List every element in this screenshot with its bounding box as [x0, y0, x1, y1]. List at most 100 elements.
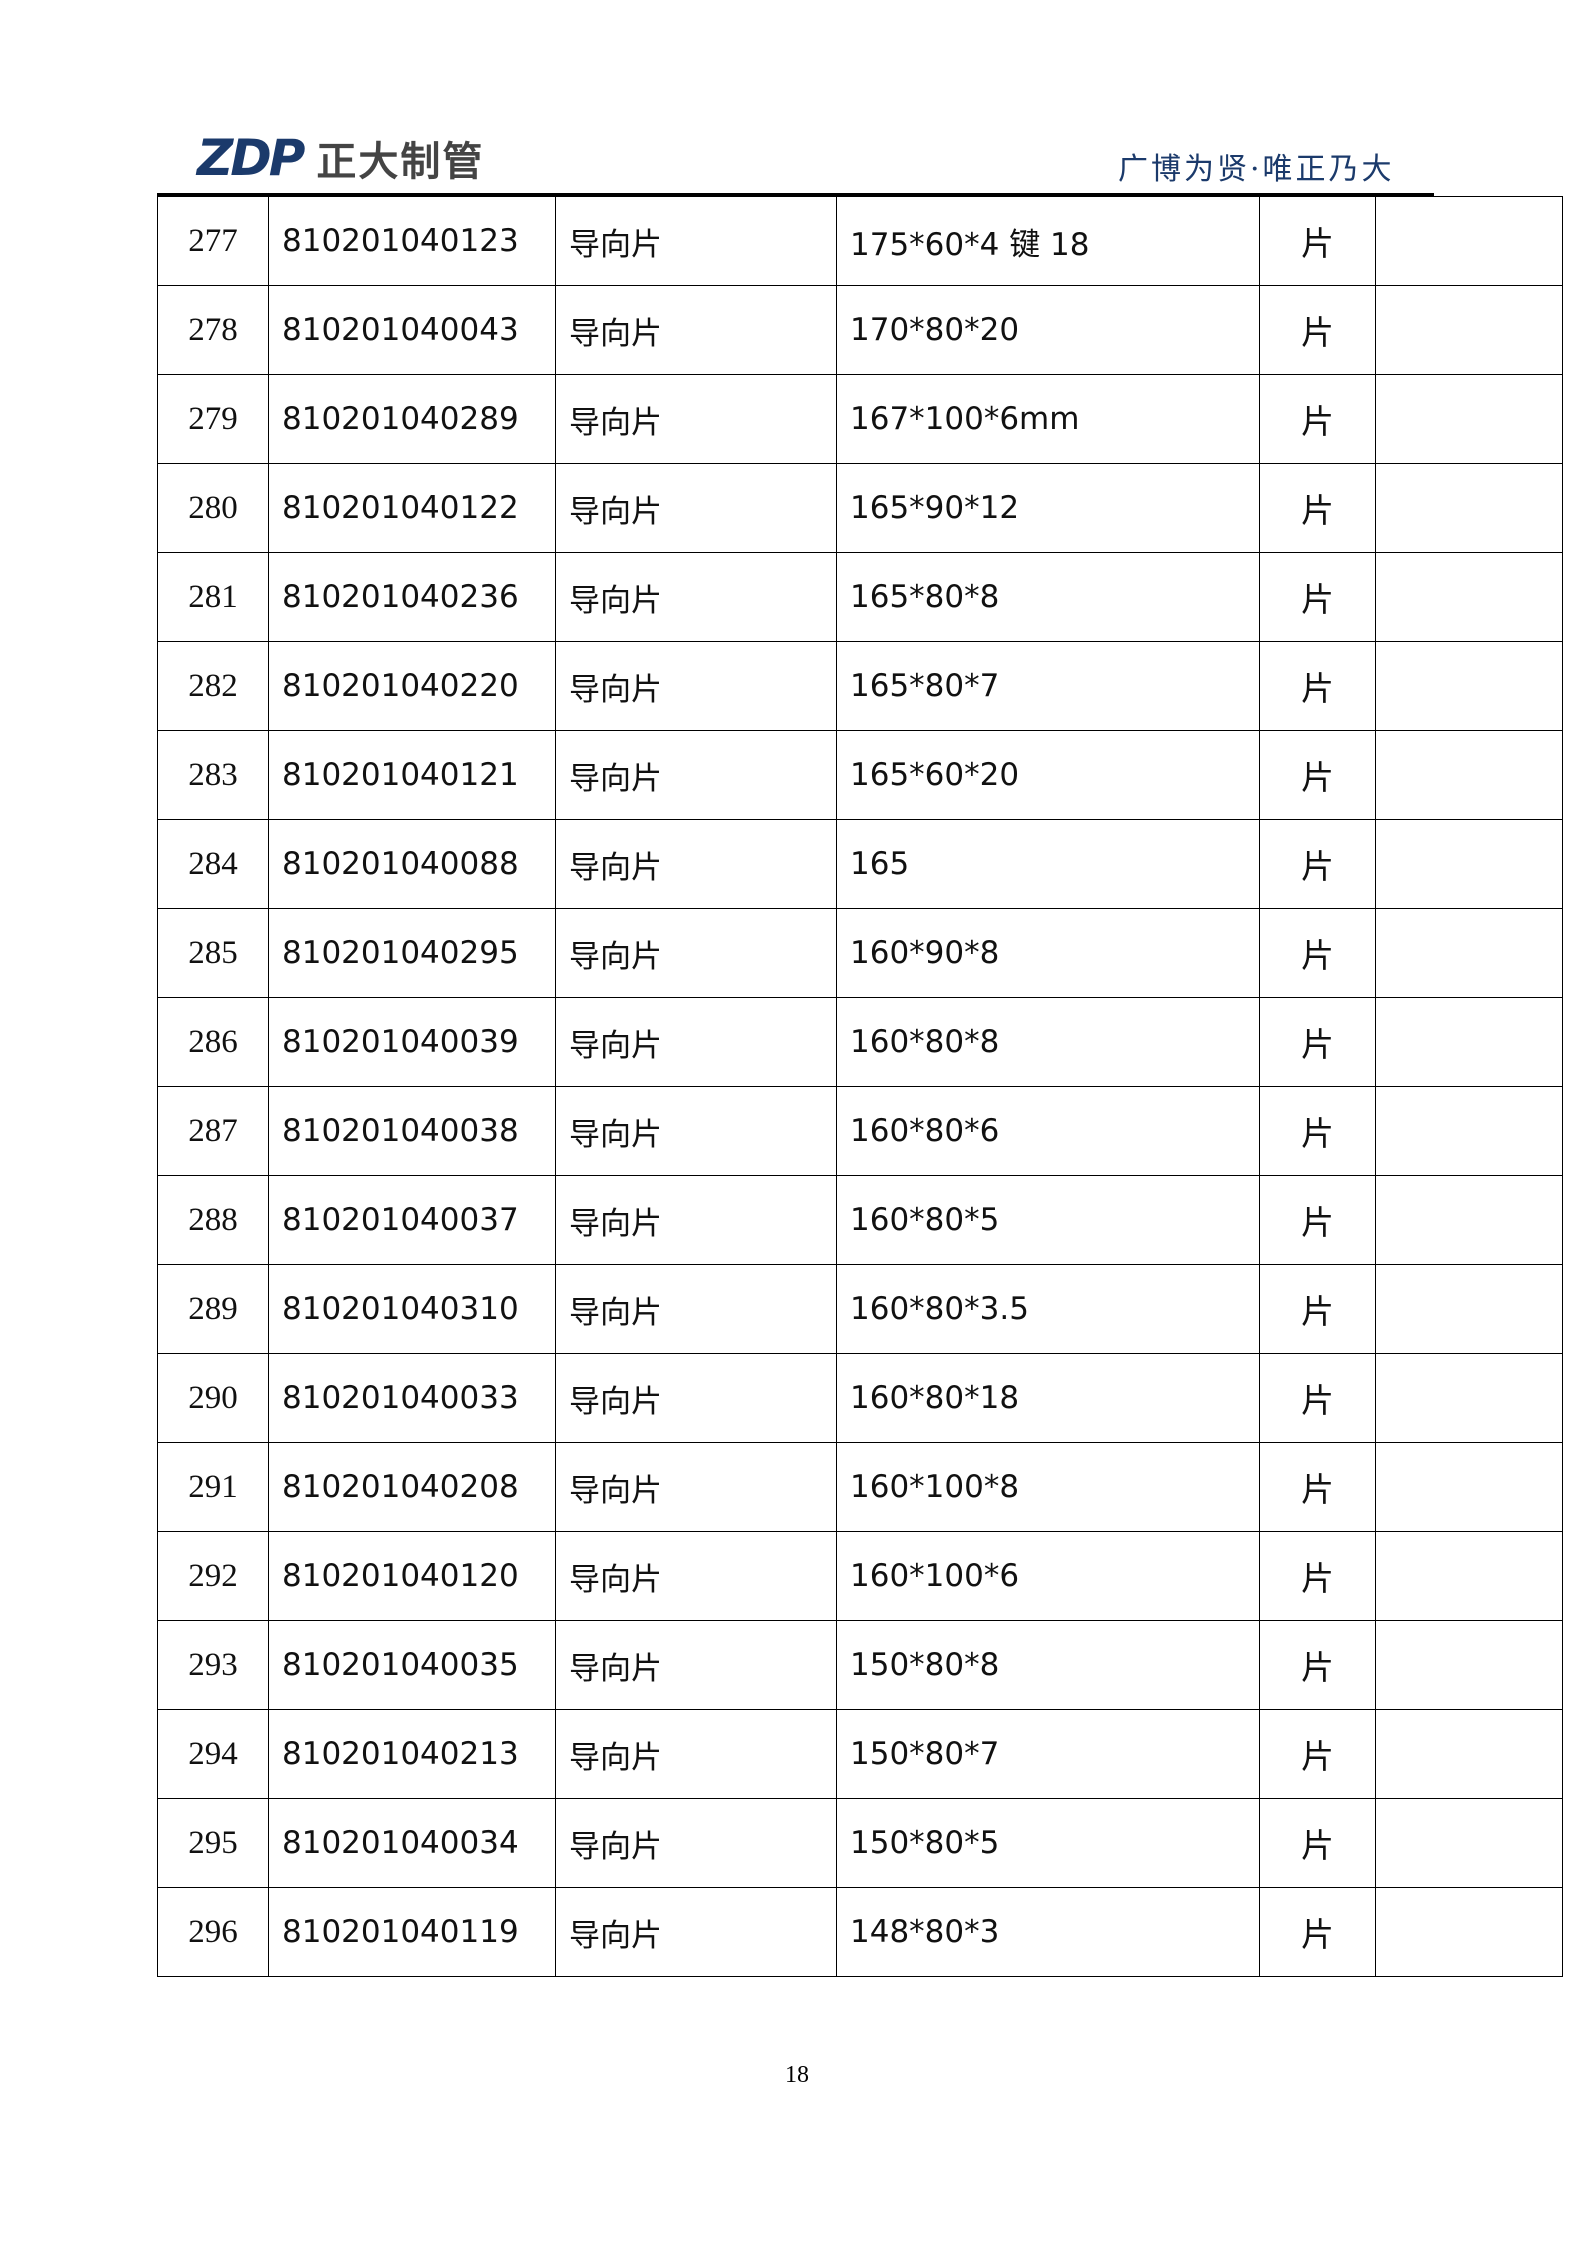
row-number: 285	[157, 908, 269, 998]
item-note	[1375, 196, 1563, 286]
table-row: 278 810201040043 导向片 170*80*20 片	[157, 285, 1563, 375]
item-note	[1375, 1175, 1563, 1265]
item-name: 导向片	[555, 1442, 837, 1532]
item-unit: 片	[1259, 908, 1376, 998]
item-unit: 片	[1259, 1620, 1376, 1710]
row-number: 280	[157, 463, 269, 553]
item-note	[1375, 1264, 1563, 1354]
item-note	[1375, 463, 1563, 553]
item-spec: 165	[836, 819, 1260, 909]
item-name: 导向片	[555, 374, 837, 464]
row-number: 278	[157, 285, 269, 375]
row-number: 288	[157, 1175, 269, 1265]
table-row: 289 810201040310 导向片 160*80*3.5 片	[157, 1264, 1563, 1354]
item-spec: 160*80*6	[836, 1086, 1260, 1176]
item-name: 导向片	[555, 1353, 837, 1443]
item-spec: 160*100*6	[836, 1531, 1260, 1621]
item-spec: 148*80*3	[836, 1887, 1260, 1977]
row-number: 289	[157, 1264, 269, 1354]
item-code: 810201040220	[268, 641, 556, 731]
logo-mark: ZDP	[197, 129, 305, 187]
table-row: 287 810201040038 导向片 160*80*6 片	[157, 1086, 1563, 1176]
item-name: 导向片	[555, 819, 837, 909]
item-note	[1375, 1887, 1563, 1977]
row-number: 287	[157, 1086, 269, 1176]
item-code: 810201040120	[268, 1531, 556, 1621]
item-note	[1375, 1798, 1563, 1888]
item-spec: 175*60*4 键 18	[836, 196, 1260, 286]
item-unit: 片	[1259, 1798, 1376, 1888]
table-row: 282 810201040220 导向片 165*80*7 片	[157, 641, 1563, 731]
item-note	[1375, 1442, 1563, 1532]
item-unit: 片	[1259, 463, 1376, 553]
item-code: 810201040088	[268, 819, 556, 909]
item-name: 导向片	[555, 1086, 837, 1176]
item-name: 导向片	[555, 730, 837, 820]
row-number: 295	[157, 1798, 269, 1888]
item-code: 810201040043	[268, 285, 556, 375]
item-unit: 片	[1259, 552, 1376, 642]
parts-table: 277 810201040123 导向片 175*60*4 键 18 片 278 81020…	[157, 196, 1563, 1977]
table-row: 293 810201040035 导向片 150*80*8 片	[157, 1620, 1563, 1710]
item-name: 导向片	[555, 1264, 837, 1354]
item-name: 导向片	[555, 196, 837, 286]
table-row: 286 810201040039 导向片 160*80*8 片	[157, 997, 1563, 1087]
row-number: 283	[157, 730, 269, 820]
item-spec: 160*80*5	[836, 1175, 1260, 1265]
table-row: 291 810201040208 导向片 160*100*8 片	[157, 1442, 1563, 1532]
row-number: 294	[157, 1709, 269, 1799]
item-name: 导向片	[555, 1709, 837, 1799]
item-code: 810201040236	[268, 552, 556, 642]
header-divider	[157, 193, 1434, 196]
item-name: 导向片	[555, 1175, 837, 1265]
item-note	[1375, 1086, 1563, 1176]
item-unit: 片	[1259, 819, 1376, 909]
item-code: 810201040295	[268, 908, 556, 998]
item-code: 810201040035	[268, 1620, 556, 1710]
item-unit: 片	[1259, 1353, 1376, 1443]
item-code: 810201040037	[268, 1175, 556, 1265]
table-row: 280 810201040122 导向片 165*90*12 片	[157, 463, 1563, 553]
item-name: 导向片	[555, 1887, 837, 1977]
item-name: 导向片	[555, 641, 837, 731]
item-spec: 160*80*8	[836, 997, 1260, 1087]
item-note	[1375, 1353, 1563, 1443]
item-name: 导向片	[555, 1798, 837, 1888]
item-code: 810201040034	[268, 1798, 556, 1888]
item-spec: 160*90*8	[836, 908, 1260, 998]
table-row: 281 810201040236 导向片 165*80*8 片	[157, 552, 1563, 642]
row-number: 290	[157, 1353, 269, 1443]
item-unit: 片	[1259, 1709, 1376, 1799]
item-spec: 150*80*7	[836, 1709, 1260, 1799]
header-slogan: 广博为贤·唯正乃大	[1118, 152, 1395, 187]
item-spec: 170*80*20	[836, 285, 1260, 375]
row-number: 292	[157, 1531, 269, 1621]
item-note	[1375, 285, 1563, 375]
item-spec: 160*80*3.5	[836, 1264, 1260, 1354]
item-note	[1375, 1531, 1563, 1621]
item-code: 810201040122	[268, 463, 556, 553]
company-logo: ZDP 正大制管	[197, 129, 484, 187]
item-note	[1375, 552, 1563, 642]
item-unit: 片	[1259, 1442, 1376, 1532]
row-number: 279	[157, 374, 269, 464]
row-number: 281	[157, 552, 269, 642]
item-name: 导向片	[555, 552, 837, 642]
item-unit: 片	[1259, 196, 1376, 286]
item-code: 810201040289	[268, 374, 556, 464]
item-name: 导向片	[555, 1531, 837, 1621]
row-number: 284	[157, 819, 269, 909]
item-code: 810201040123	[268, 196, 556, 286]
item-spec: 165*80*7	[836, 641, 1260, 731]
item-unit: 片	[1259, 730, 1376, 820]
item-name: 导向片	[555, 997, 837, 1087]
table-row: 283 810201040121 导向片 165*60*20 片	[157, 730, 1563, 820]
item-name: 导向片	[555, 908, 837, 998]
item-code: 810201040039	[268, 997, 556, 1087]
item-unit: 片	[1259, 1887, 1376, 1977]
table-row: 277 810201040123 导向片 175*60*4 键 18 片	[157, 196, 1563, 286]
row-number: 277	[157, 196, 269, 286]
row-number: 282	[157, 641, 269, 731]
item-name: 导向片	[555, 1620, 837, 1710]
item-spec: 167*100*6mm	[836, 374, 1260, 464]
